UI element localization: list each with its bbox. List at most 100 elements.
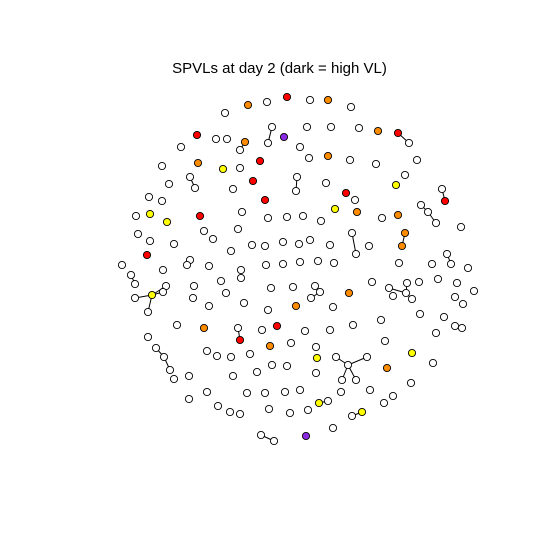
network-node-white — [204, 301, 214, 311]
network-node-white — [280, 387, 290, 397]
network-node-white — [298, 211, 308, 221]
network-node-red — [142, 250, 152, 260]
network-node-yellow — [357, 407, 367, 417]
network-node-white — [336, 387, 346, 397]
network-node-white — [226, 246, 236, 256]
network-node-white — [431, 218, 441, 228]
network-node-white — [257, 325, 267, 335]
network-node-white — [428, 358, 438, 368]
network-node-white — [446, 259, 456, 269]
network-node-white — [325, 325, 335, 335]
network-node-red — [248, 176, 258, 186]
network-node-orange — [373, 126, 383, 136]
network-node-white — [463, 263, 473, 273]
network-node-white — [362, 352, 372, 362]
network-node-white — [261, 260, 271, 270]
network-node-white — [305, 235, 315, 245]
network-node-yellow — [312, 353, 322, 363]
network-node-orange — [291, 301, 301, 311]
network-node-white — [212, 351, 222, 361]
network-node-white — [313, 256, 323, 266]
network-node-white — [233, 323, 243, 333]
network-node-white — [208, 234, 218, 244]
network-node-red — [192, 130, 202, 140]
network-node-red — [195, 211, 205, 221]
network-node-yellow — [162, 217, 172, 227]
network-node-white — [311, 342, 321, 352]
network-node-white — [316, 216, 326, 226]
network-node-white — [305, 95, 315, 105]
network-node-white — [328, 302, 338, 312]
network-node-white — [337, 375, 347, 385]
network-node-white — [295, 142, 305, 152]
network-node-white — [189, 281, 199, 291]
network-node-white — [365, 385, 375, 395]
network-node-white — [325, 240, 335, 250]
network-node-white — [326, 122, 336, 132]
network-node-white — [427, 259, 437, 269]
network-node-yellow — [314, 398, 324, 408]
network-node-red — [282, 92, 292, 102]
network-node-white — [323, 396, 333, 406]
network-node-red — [260, 195, 270, 205]
network-node-white — [450, 292, 460, 302]
network-node-white — [286, 338, 296, 348]
network-node-red — [255, 156, 265, 166]
network-node-white — [263, 213, 273, 223]
network-node-white — [379, 398, 389, 408]
network-node-white — [157, 161, 167, 171]
network-node-white — [188, 293, 198, 303]
network-node-red — [440, 196, 450, 206]
network-node-white — [176, 142, 186, 152]
network-node-orange — [352, 207, 362, 217]
network-node-white — [364, 241, 374, 251]
network-node-white — [300, 326, 310, 336]
network-node-white — [117, 260, 127, 270]
network-node-white — [202, 346, 212, 356]
network-node-white — [159, 352, 169, 362]
network-node-white — [221, 288, 231, 298]
network-node-white — [343, 360, 353, 370]
network-node-white — [130, 279, 140, 289]
network-node-white — [414, 277, 424, 287]
network-node-white — [144, 192, 154, 202]
network-node-white — [442, 249, 452, 259]
plot-title: SPVLs at day 2 (dark = high VL) — [172, 60, 387, 77]
network-node-white — [380, 336, 390, 346]
network-node-white — [247, 240, 257, 250]
network-node-white — [228, 184, 238, 194]
network-node-white — [184, 371, 194, 381]
network-node-white — [263, 305, 273, 315]
network-node-white — [402, 278, 412, 288]
network-node-white — [416, 200, 426, 210]
network-node-white — [457, 323, 467, 333]
network-node-white — [439, 312, 449, 322]
network-node-white — [266, 283, 276, 293]
network-node-white — [456, 222, 466, 232]
network-node-white — [236, 273, 246, 283]
network-node-white — [437, 184, 447, 194]
network-node-yellow — [147, 290, 157, 300]
network-node-white — [278, 259, 288, 269]
network-node-white — [143, 332, 153, 342]
network-node-white — [256, 430, 266, 440]
network-node-white — [235, 145, 245, 155]
network-node-white — [431, 328, 441, 338]
network-node-yellow — [407, 348, 417, 358]
network-node-orange — [400, 228, 410, 238]
network-node-white — [329, 258, 339, 268]
network-node-white — [260, 388, 270, 398]
network-node-white — [235, 409, 245, 419]
network-node-yellow — [218, 164, 228, 174]
network-node-orange — [323, 95, 333, 105]
network-node-white — [388, 391, 398, 401]
network-node-white — [252, 367, 262, 377]
network-node-white — [165, 365, 175, 375]
network-node-white — [404, 138, 414, 148]
network-node-red — [393, 128, 403, 138]
network-node-white — [351, 375, 361, 385]
network-node-white — [450, 321, 460, 331]
network-node-white — [306, 293, 316, 303]
network-node-orange — [240, 137, 250, 147]
